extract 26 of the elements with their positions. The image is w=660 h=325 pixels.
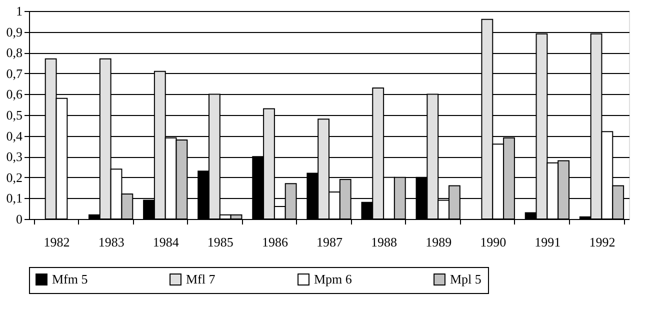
x-tick-label: 1989 <box>426 234 452 250</box>
x-tick-label: 1992 <box>589 234 616 250</box>
x-tick-label: 1983 <box>98 234 124 250</box>
y-tick-label: 0,3 <box>6 149 22 164</box>
legend-label: Mfm 5 <box>52 272 88 287</box>
x-tick-label: 1982 <box>44 234 70 250</box>
y-tick-label: 0,2 <box>6 170 22 185</box>
x-tick-label: 1985 <box>207 234 234 250</box>
y-tick-label: 0,6 <box>6 86 23 102</box>
legend-label: Mpl 5 <box>450 272 482 287</box>
x-tick-label: 1990 <box>480 234 506 250</box>
y-tick-label: 0,9 <box>6 24 22 40</box>
y-tick-label: 0,4 <box>6 128 23 144</box>
x-tick-label: 1987 <box>316 234 343 250</box>
x-tick-label: 1991 <box>534 234 561 250</box>
legend-label: Mfl 7 <box>186 272 216 287</box>
y-tick-label: 0,5 <box>6 108 22 122</box>
y-tick-label: 0 <box>16 212 22 226</box>
y-tick-label: 1 <box>16 4 22 18</box>
y-tick-label: 0,7 <box>6 66 23 81</box>
legend-label: Mpm 6 <box>314 272 352 287</box>
x-tick-label: 1988 <box>371 234 398 250</box>
x-tick-label: 1986 <box>262 234 288 250</box>
y-tick-label: 0,8 <box>6 45 22 60</box>
x-tick-label: 1984 <box>152 234 180 250</box>
y-tick-label: 0,1 <box>6 190 22 206</box>
